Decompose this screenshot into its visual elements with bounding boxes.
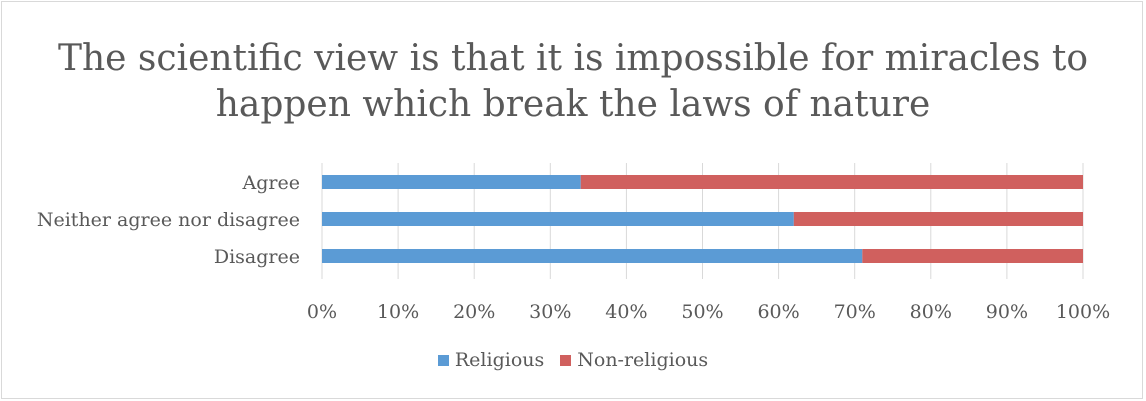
x-tick-label: 0% (307, 301, 337, 323)
bar-segment (862, 249, 1083, 263)
y-category-label: Disagree (214, 246, 300, 268)
legend-swatch-religious (437, 354, 449, 366)
x-tick-label: 60% (757, 301, 799, 323)
x-tick-label: 20% (453, 301, 495, 323)
x-tick-label: 30% (529, 301, 571, 323)
legend-label-non-religious: Non-religious (577, 349, 709, 371)
x-tick-label: 80% (910, 301, 952, 323)
x-tick-label: 40% (605, 301, 647, 323)
x-tick-label: 50% (681, 301, 723, 323)
legend-item-religious: Religious (437, 349, 545, 371)
legend-item-non-religious: Non-religious (560, 349, 708, 371)
y-category-label: Agree (242, 172, 300, 194)
bar-segment (322, 212, 794, 226)
bar-segment (793, 212, 1083, 226)
legend-label-religious: Religious (454, 349, 545, 371)
bar-segment (322, 249, 863, 263)
chart-legend: Religious Non-religious (0, 349, 1146, 371)
x-tick-label: 100% (1056, 301, 1110, 323)
bar-segment (322, 175, 581, 189)
bar-segment (580, 175, 1083, 189)
x-tick-label: 90% (986, 301, 1028, 323)
x-tick-label: 10% (377, 301, 419, 323)
y-category-label: Neither agree nor disagree (37, 209, 300, 231)
legend-swatch-non-religious (560, 354, 572, 366)
chart-title: The scientific view is that it is imposs… (57, 38, 1089, 125)
x-tick-label: 70% (834, 301, 876, 323)
